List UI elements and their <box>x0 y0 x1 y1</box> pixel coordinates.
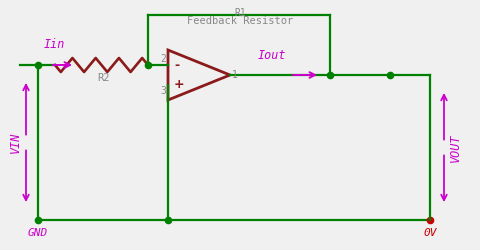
Text: -: - <box>174 58 179 71</box>
Text: GND: GND <box>28 228 48 238</box>
Text: 1: 1 <box>232 70 238 80</box>
Text: +: + <box>174 78 185 92</box>
Text: R2: R2 <box>97 73 109 83</box>
Text: Feedback Resistor: Feedback Resistor <box>187 16 293 26</box>
Text: VIN: VIN <box>9 132 22 153</box>
Text: Iin: Iin <box>44 38 65 51</box>
Text: Iout: Iout <box>258 49 287 62</box>
Text: 3: 3 <box>160 86 166 96</box>
Text: 2: 2 <box>160 54 166 64</box>
Text: 0V: 0V <box>423 228 437 238</box>
Text: R1: R1 <box>234 8 246 18</box>
Text: VOUT: VOUT <box>448 133 461 162</box>
